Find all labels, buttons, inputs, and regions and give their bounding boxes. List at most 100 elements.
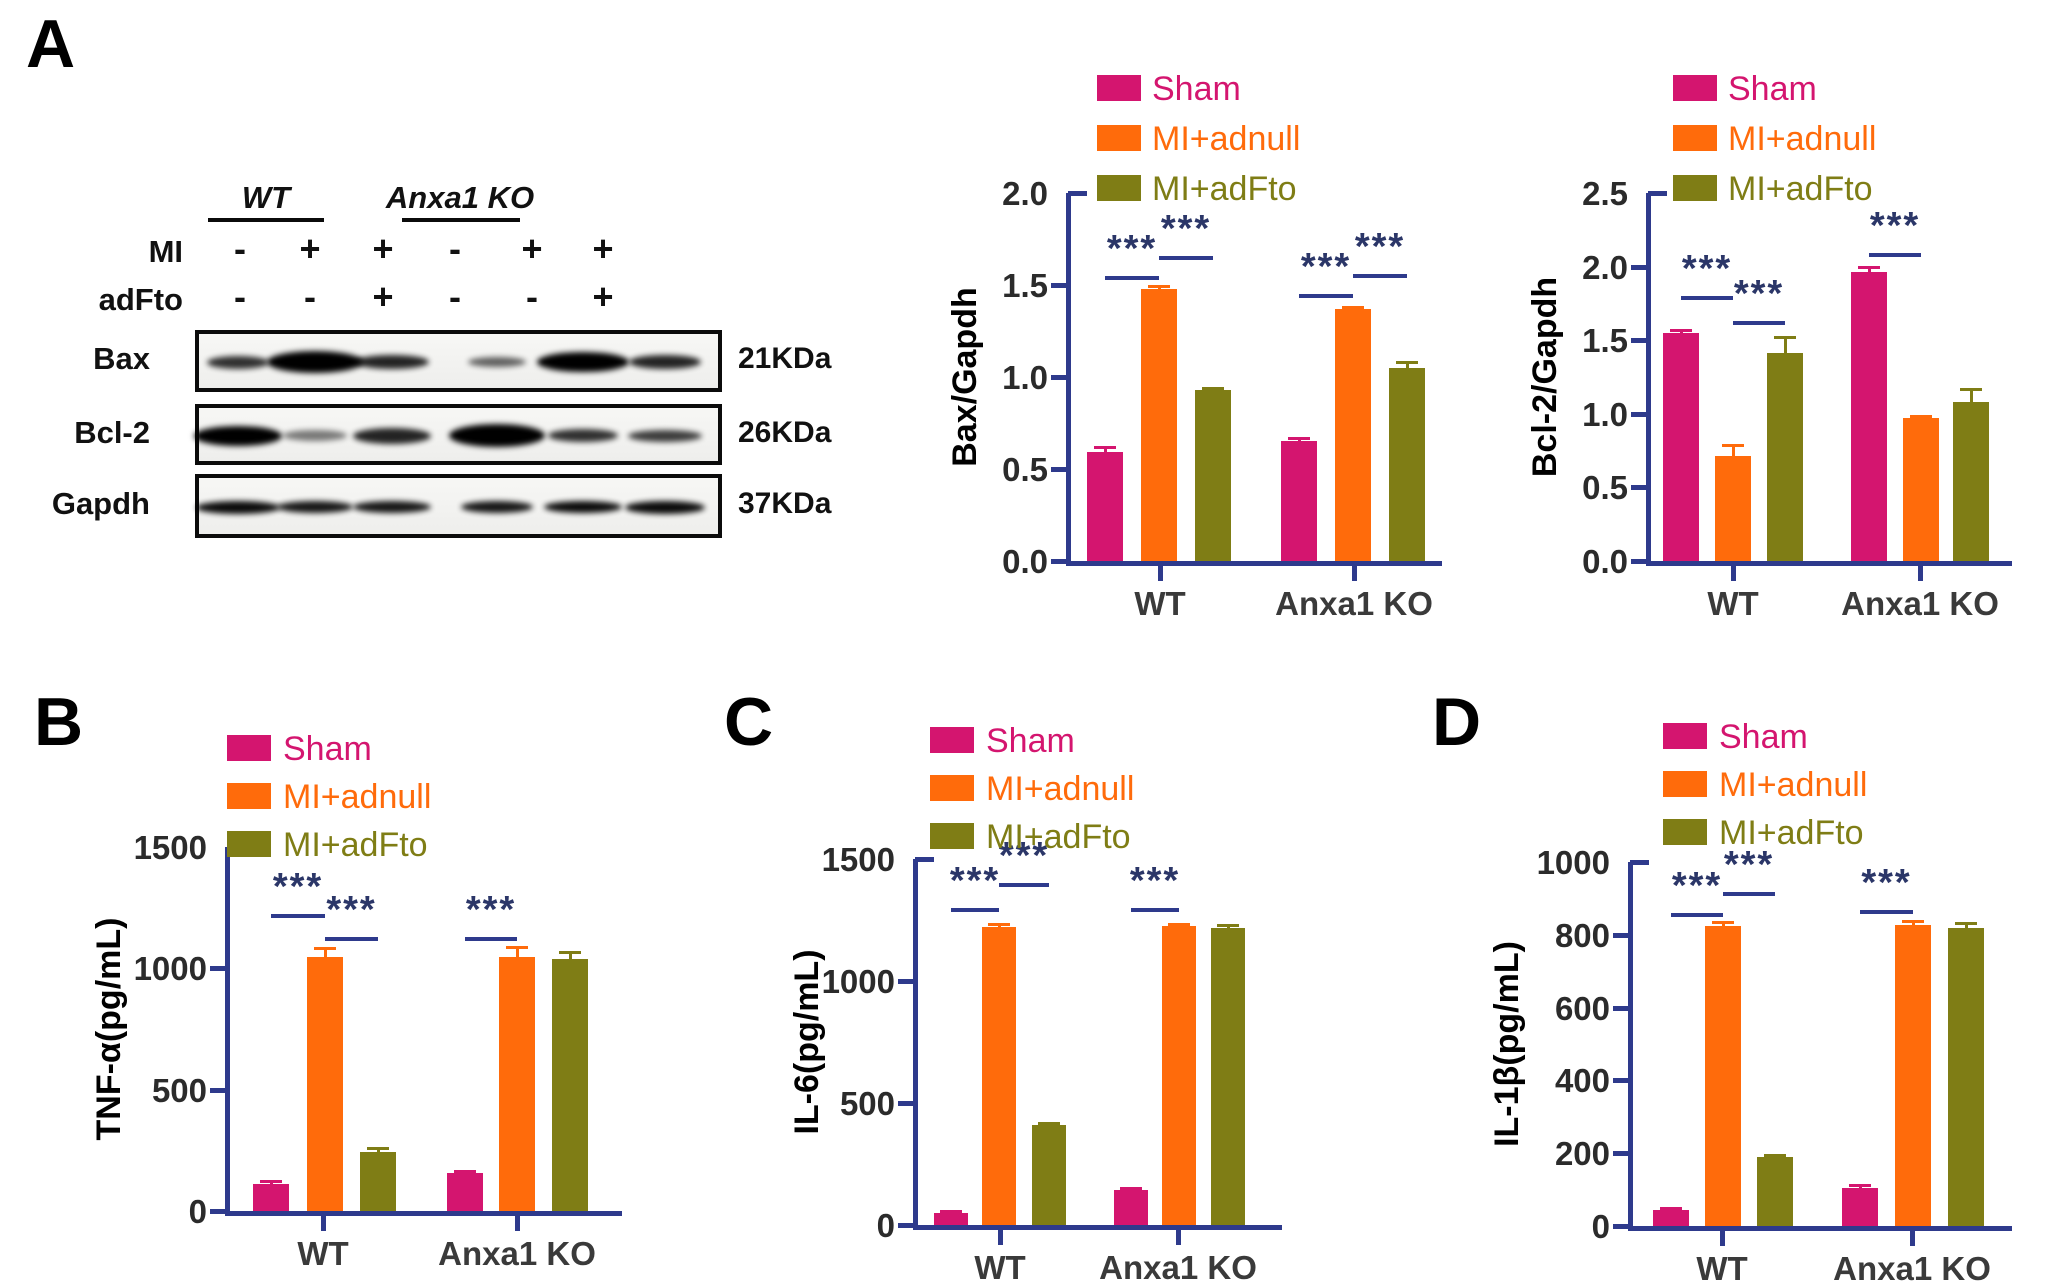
error-bar (1721, 922, 1725, 929)
blot-band (194, 425, 282, 446)
error-bar (1964, 923, 1968, 930)
y-tick (1631, 338, 1648, 344)
legend-label: Sham (986, 722, 1075, 760)
error-bar (568, 951, 572, 962)
error-bar (1731, 444, 1735, 459)
blot-band (468, 357, 526, 367)
sig-bracket (465, 936, 517, 941)
y-tick-label: 400 (1554, 1062, 1610, 1100)
y-tick (898, 979, 915, 984)
blot-band (196, 500, 280, 514)
sig-bracket (1105, 275, 1159, 280)
y-tick (1051, 283, 1068, 288)
legend-swatch (1097, 125, 1141, 151)
blot-band (355, 355, 429, 369)
y-tick (1631, 485, 1648, 491)
legend-swatch (1663, 819, 1707, 845)
y-axis-title: TNF-α(pg/mL) (90, 917, 128, 1141)
condition-sign: - (449, 276, 461, 317)
legend-label: MI+adFto (1728, 170, 1873, 208)
error-bar-cap (988, 922, 1010, 926)
sig-stars: *** (1671, 864, 1723, 907)
condition-row-adfto-label: adFto (98, 282, 183, 317)
x-tick (1352, 566, 1357, 581)
sig-stars: *** (1869, 205, 1921, 248)
error-bar-cap (1396, 361, 1418, 365)
y-tick-label: 200 (1554, 1135, 1610, 1173)
blot-protein-label: Gapdh (51, 486, 150, 521)
y-tick-label: 1000 (1536, 844, 1610, 881)
legend-label: MI+adnull (1152, 120, 1301, 158)
error-bar (1103, 446, 1107, 455)
error-bar-cap (1849, 1184, 1871, 1188)
sig-bracket (951, 907, 999, 912)
y-tick-label: 2.0 (1002, 175, 1048, 212)
x-tick (998, 1230, 1003, 1245)
x-tick (1720, 1231, 1725, 1246)
error-bar-cap (367, 1146, 389, 1150)
y-axis-title: Bax/Gapdh (946, 287, 984, 467)
bar (1211, 927, 1245, 1225)
sig-bracket (1671, 912, 1723, 917)
x-tick (1731, 566, 1736, 581)
blot-kda-label: 26KDa (738, 415, 832, 449)
legend-swatch (930, 823, 974, 849)
bar (499, 956, 535, 1211)
error-bar (376, 1147, 380, 1154)
error-bar (323, 948, 327, 959)
sig-stars: *** (465, 888, 517, 931)
bar (1903, 418, 1939, 561)
legend-swatch (227, 831, 271, 857)
sig-bracket (1869, 253, 1921, 258)
bar (1663, 332, 1699, 561)
blot-band (548, 429, 618, 442)
legend-label: MI+adnull (986, 770, 1135, 808)
sig-stars: *** (1354, 225, 1406, 268)
blot-band (449, 424, 545, 447)
y-axis-top-notch (1068, 191, 1087, 196)
panel-label-d: D (1432, 684, 1482, 760)
blot-band (283, 430, 347, 441)
error-bar-cap (506, 946, 528, 950)
bar (934, 1213, 968, 1225)
error-bar-cap (1148, 285, 1170, 289)
y-tick-label: 1500 (821, 841, 895, 878)
y-tick (210, 1209, 227, 1214)
error-bar (1297, 437, 1301, 444)
sig-bracket (1681, 296, 1733, 301)
y-axis-top-notch (1648, 191, 1667, 196)
y-tick-label: 0.0 (1002, 543, 1048, 580)
condition-sign: + (592, 276, 614, 317)
legend-swatch (1663, 723, 1707, 749)
error-bar-cap (559, 950, 581, 954)
blot-band (461, 501, 533, 513)
error-bar (1867, 266, 1871, 275)
blot-band (544, 501, 622, 513)
sig-stars: *** (949, 859, 1001, 902)
legend-label: Sham (1719, 718, 1808, 756)
y-axis (1628, 862, 1633, 1229)
error-bar (1047, 1122, 1051, 1127)
legend-label: MI+adFto (1152, 170, 1297, 208)
blot-band (267, 351, 363, 373)
sig-bracket (1723, 891, 1775, 896)
sig-stars: *** (998, 835, 1050, 878)
error-bar (1211, 387, 1215, 392)
y-axis (1066, 193, 1071, 564)
y-tick-label: 1000 (133, 950, 207, 988)
error-bar-cap (1774, 336, 1796, 340)
x-tick-label: WT (974, 1249, 1026, 1286)
error-bar-cap (1217, 924, 1239, 928)
error-bar-cap (1955, 922, 1977, 926)
error-bar-cap (1722, 443, 1744, 447)
x-tick-label: Anxa1 KO (1841, 585, 1999, 622)
error-bar (1969, 388, 1973, 404)
error-bar-cap (1660, 1207, 1682, 1211)
y-tick-label: 0 (188, 1193, 207, 1230)
y-tick (1051, 559, 1068, 564)
x-tick (1176, 1230, 1181, 1245)
bar (253, 1184, 289, 1211)
y-tick-label: 1.0 (1582, 395, 1628, 433)
y-tick-label: 600 (1554, 989, 1610, 1027)
x-tick (1910, 1231, 1915, 1246)
